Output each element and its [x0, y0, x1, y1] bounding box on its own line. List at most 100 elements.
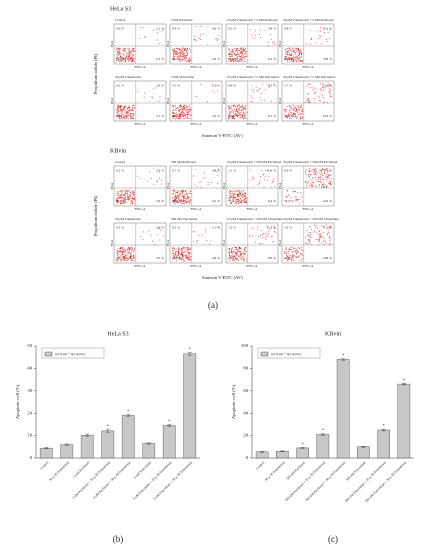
dot [193, 183, 195, 185]
dot [241, 199, 243, 201]
dot [120, 116, 122, 118]
dot [133, 118, 134, 120]
dot [133, 257, 135, 259]
dot [125, 253, 127, 255]
dot [236, 111, 237, 112]
dot [301, 53, 303, 55]
y-tick-label: 0 [246, 455, 249, 460]
dot [285, 110, 287, 112]
dot [234, 191, 236, 193]
dot [300, 254, 302, 256]
dot [177, 57, 179, 58]
dot [174, 112, 176, 114]
dot [118, 54, 120, 56]
dot [183, 247, 185, 249]
dot [240, 196, 242, 198]
quadrant-value: 1.0 % [228, 226, 236, 230]
dot [187, 192, 189, 194]
panel-label: (c) [328, 534, 338, 544]
dot [184, 55, 186, 57]
dot [240, 202, 242, 204]
dot [122, 108, 124, 110]
dot [305, 170, 306, 172]
dot [241, 259, 243, 261]
dot [189, 118, 191, 120]
dot [293, 60, 295, 62]
dot [180, 191, 182, 193]
dot [125, 252, 127, 254]
dot [184, 115, 186, 117]
dot [329, 84, 331, 86]
dot [245, 200, 247, 202]
dot [124, 259, 126, 261]
dot [296, 111, 298, 113]
dot [200, 84, 202, 85]
dot [184, 49, 186, 51]
dot [116, 54, 118, 56]
dot [241, 56, 243, 58]
dot-cloud [172, 83, 219, 120]
dot [126, 116, 128, 118]
dot [237, 112, 239, 114]
dot [203, 33, 205, 35]
dot [183, 53, 185, 55]
dot [259, 88, 261, 90]
error-bar [44, 447, 49, 450]
dot [126, 191, 128, 193]
dot [182, 105, 184, 107]
dot [176, 115, 178, 117]
dot [187, 115, 188, 117]
dot [313, 168, 315, 170]
dot [130, 109, 132, 111]
dot [178, 47, 180, 49]
dot [230, 191, 232, 193]
dot [189, 248, 190, 250]
dot [116, 201, 118, 203]
dot [310, 43, 312, 45]
dot [186, 113, 188, 115]
dot [182, 116, 184, 118]
dot [246, 250, 247, 252]
dot [178, 198, 180, 200]
dot [301, 109, 303, 110]
dot [243, 202, 245, 204]
dot [306, 93, 308, 95]
dot [292, 47, 294, 49]
dot [284, 251, 286, 253]
dot [228, 116, 230, 118]
dot [128, 198, 130, 200]
dot [188, 249, 190, 251]
dot [328, 227, 330, 229]
dot [289, 59, 291, 61]
dot [182, 59, 184, 61]
dot [117, 53, 119, 55]
dot [174, 105, 176, 107]
dot [236, 109, 238, 110]
dot [232, 198, 234, 200]
dot [319, 177, 321, 178]
dot [118, 197, 120, 199]
dot [125, 255, 127, 257]
dot [235, 251, 237, 253]
dot [230, 56, 232, 58]
dot [267, 233, 269, 235]
dot [172, 248, 174, 250]
dot [301, 195, 303, 197]
panel-x-label: FITC-A [135, 122, 146, 126]
dot [293, 57, 295, 59]
quadrant-value: 9.4 % [268, 199, 276, 203]
dot [118, 118, 120, 119]
dot [233, 110, 235, 112]
dot [116, 112, 118, 114]
dot [297, 107, 299, 108]
dot [189, 259, 191, 261]
dot [119, 118, 121, 119]
dot [297, 109, 299, 111]
dot [238, 194, 240, 195]
dot [317, 178, 319, 180]
x-tick-label: 5 nM Vincristine [133, 460, 152, 479]
dot [174, 118, 176, 120]
dot [250, 95, 252, 97]
dot [228, 251, 230, 253]
dot [287, 116, 288, 118]
